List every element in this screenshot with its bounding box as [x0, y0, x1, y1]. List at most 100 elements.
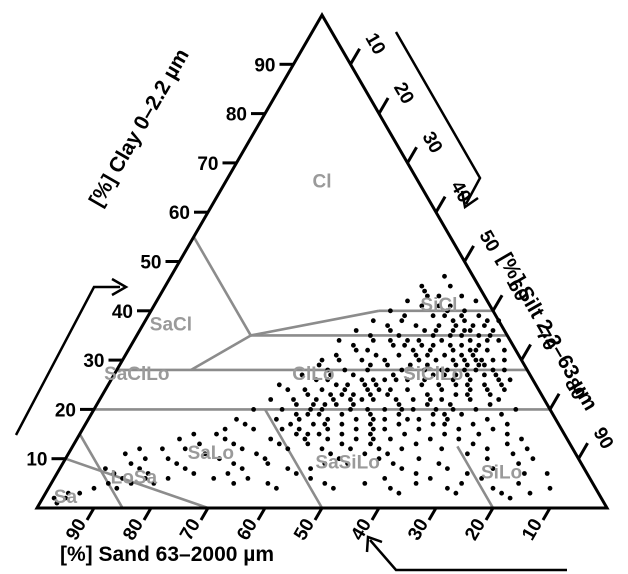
data-point: [225, 471, 231, 476]
data-point: [496, 397, 502, 402]
data-point: [496, 318, 502, 324]
data-point: [137, 446, 143, 452]
sand-tick: [256, 507, 267, 521]
data-point: [217, 456, 222, 462]
data-point: [430, 372, 436, 378]
data-point: [353, 436, 359, 442]
data-point: [276, 382, 282, 388]
data-point: [442, 273, 447, 279]
data-point: [476, 342, 482, 348]
data-point: [345, 382, 350, 388]
data-point: [339, 411, 345, 417]
data-point: [427, 397, 433, 402]
data-point: [433, 357, 439, 363]
data-point: [370, 426, 376, 432]
data-point: [425, 352, 430, 358]
data-point: [410, 407, 416, 412]
region-label-salo: SaLo: [188, 443, 234, 464]
data-point: [405, 377, 410, 383]
sand-tick: [484, 507, 495, 521]
data-point: [51, 495, 57, 501]
data-point: [322, 402, 328, 407]
data-point: [396, 490, 402, 496]
data-point: [368, 392, 373, 397]
data-point: [493, 372, 499, 378]
data-point: [316, 431, 322, 437]
data-point: [174, 461, 180, 466]
data-point: [484, 338, 490, 343]
data-point: [322, 481, 328, 486]
silt-tick-label: 30: [418, 128, 447, 157]
data-point: [265, 461, 271, 466]
data-point: [476, 362, 482, 368]
data-point: [464, 372, 470, 378]
region-boundary-line: [192, 236, 252, 337]
data-point: [351, 392, 356, 397]
data-point: [422, 288, 427, 294]
data-point: [405, 387, 410, 393]
silt-tick: [406, 146, 418, 164]
data-point: [336, 357, 342, 363]
data-point: [456, 436, 462, 442]
sand-tick: [313, 507, 324, 521]
data-point: [422, 328, 427, 333]
data-point: [459, 333, 464, 338]
data-point: [299, 372, 305, 378]
data-point: [439, 446, 445, 452]
data-point: [339, 392, 345, 397]
data-point: [368, 421, 373, 427]
region-boundary-line: [456, 445, 495, 509]
data-point: [476, 333, 482, 338]
data-point: [242, 421, 248, 427]
data-point: [239, 446, 245, 452]
data-point: [436, 382, 442, 388]
data-point: [496, 377, 502, 383]
silt-tick: [548, 393, 561, 411]
data-point: [345, 461, 350, 466]
data-point: [450, 377, 456, 383]
data-point: [202, 451, 208, 457]
data-point: [353, 416, 359, 422]
region-label-sicl: SiCl: [420, 295, 457, 316]
clay-tick-label: 30: [83, 351, 104, 372]
data-point: [385, 392, 390, 397]
data-point: [137, 466, 143, 471]
data-point: [279, 426, 285, 432]
data-point: [296, 426, 302, 432]
data-points: [51, 273, 553, 506]
data-point: [122, 451, 128, 457]
data-point: [254, 451, 259, 457]
data-point: [370, 338, 376, 343]
data-point: [413, 471, 419, 476]
data-point: [484, 387, 490, 393]
data-point: [410, 397, 416, 402]
data-point: [473, 347, 479, 353]
data-point: [450, 357, 456, 363]
data-point: [279, 407, 285, 412]
data-point: [436, 293, 442, 299]
data-point: [365, 347, 370, 353]
data-point: [160, 446, 165, 452]
data-point: [462, 328, 467, 333]
data-point: [388, 328, 393, 333]
data-point: [91, 485, 97, 491]
data-point: [467, 387, 473, 393]
data-point: [296, 416, 302, 422]
data-point: [445, 416, 450, 422]
data-point: [462, 318, 467, 324]
data-point: [507, 495, 513, 501]
data-point: [142, 476, 148, 481]
data-point: [293, 471, 299, 476]
data-point: [467, 347, 473, 353]
data-point: [462, 357, 467, 363]
data-point: [388, 308, 393, 314]
data-point: [413, 352, 419, 358]
data-point: [464, 362, 470, 368]
data-point: [308, 407, 313, 412]
data-point: [459, 293, 465, 299]
data-point: [339, 421, 345, 427]
data-point: [422, 377, 427, 383]
data-point: [425, 293, 430, 299]
data-point: [333, 402, 339, 407]
